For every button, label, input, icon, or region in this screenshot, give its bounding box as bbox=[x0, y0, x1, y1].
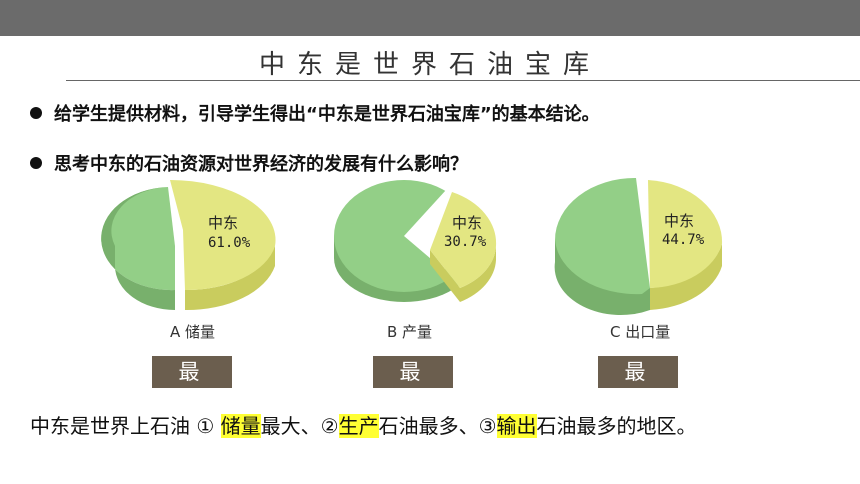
bullet-text-2: 思考中东的石油资源对世界经济的发展有什么影响？ bbox=[54, 154, 468, 175]
chart-caption-b: B 产量 bbox=[387, 323, 432, 341]
pie-label-region-c: 中东 bbox=[664, 212, 694, 230]
bullet-text-1: 给学生提供材料，引导学生得出“中东是世界石油宝库”的基本结论。 bbox=[54, 104, 600, 125]
pie-rest-slice-a bbox=[101, 187, 175, 310]
pie-label-region-b: 中东 bbox=[452, 214, 482, 232]
pie-label-percent-a: 61.0% bbox=[208, 235, 251, 251]
pie-middle-east-slice-a bbox=[170, 179, 276, 311]
top-bar bbox=[0, 0, 860, 36]
pie-chart-exports: 中东 44.7% C 出口量 bbox=[554, 177, 723, 341]
bullet-dot-icon bbox=[30, 157, 42, 169]
title-divider bbox=[66, 80, 860, 81]
pie-chart-production: 中东 30.7% B 产量 bbox=[334, 180, 497, 341]
tag-most-production: 最多 bbox=[373, 356, 453, 416]
pie-label-percent-c: 44.7% bbox=[662, 232, 705, 248]
bullet-dot-icon bbox=[30, 107, 42, 119]
chart-caption-a: A 储量 bbox=[170, 323, 215, 341]
bullet-item-1: 给学生提供材料，引导学生得出“中东是世界石油宝库”的基本结论。 bbox=[30, 100, 600, 126]
tag-most-export: 最多 bbox=[598, 356, 678, 416]
pie-label-percent-b: 30.7% bbox=[444, 234, 487, 250]
pie-label-region-a: 中东 bbox=[208, 214, 238, 232]
tag-largest: 最大 bbox=[152, 356, 232, 416]
pie-rest-slice-c bbox=[554, 177, 650, 316]
pie-middle-east-slice-c bbox=[648, 180, 723, 310]
summary-sentence: 中东是世界上石油 ① 储量最大、②生产石油最多、③输出石油最多的地区。 bbox=[30, 410, 697, 439]
summary-part-1: 中东是世界上石油 ① bbox=[30, 414, 221, 438]
summary-part-4: 石油最多的地区。 bbox=[536, 414, 697, 438]
highlight-export: 输出 bbox=[496, 414, 537, 438]
highlight-production: 生产 bbox=[338, 414, 379, 438]
pie-chart-reserves: 中东 61.0% A 储量 bbox=[101, 179, 276, 341]
page-title: 中东是世界石油宝库 bbox=[258, 50, 601, 80]
summary-part-3: 石油最多、③ bbox=[378, 414, 497, 438]
chart-caption-c: C 出口量 bbox=[610, 323, 670, 341]
pie-charts: 中东 61.0% A 储量 中东 30.7% B 产量 中东 44.7% bbox=[101, 177, 723, 341]
highlight-reserves: 储量 bbox=[220, 414, 261, 438]
pie-middle-east-slice-b bbox=[430, 192, 497, 302]
summary-part-2: 最大、② bbox=[260, 414, 339, 438]
bullet-item-2: 思考中东的石油资源对世界经济的发展有什么影响？ bbox=[30, 150, 468, 176]
